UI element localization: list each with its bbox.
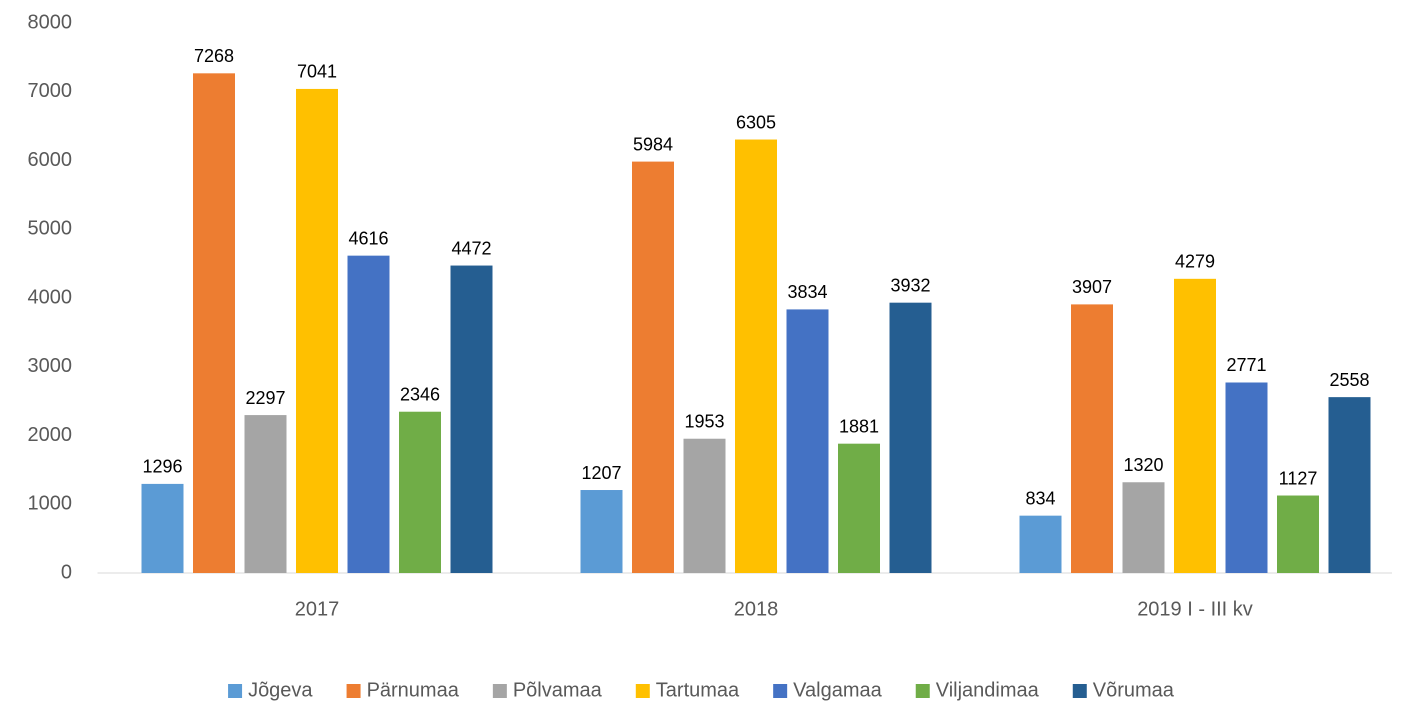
value-label: 1207 xyxy=(581,463,621,483)
y-tick-label: 3000 xyxy=(28,355,73,377)
bar xyxy=(141,483,184,573)
bar xyxy=(399,411,441,573)
legend-swatch xyxy=(635,684,650,698)
value-label: 3932 xyxy=(890,275,930,295)
bar xyxy=(632,161,674,573)
bar xyxy=(450,265,493,573)
y-tick-label: 0 xyxy=(61,561,72,583)
legend-swatch xyxy=(492,684,507,698)
legend-swatch xyxy=(1072,684,1087,698)
bar xyxy=(193,73,235,573)
value-label: 3834 xyxy=(787,282,827,302)
legend-swatch xyxy=(773,684,788,698)
legend-label: Pärnumaa xyxy=(367,679,460,701)
legend-swatch xyxy=(915,684,930,698)
value-label: 7041 xyxy=(297,62,337,82)
bar xyxy=(683,438,726,573)
value-label: 7268 xyxy=(194,46,234,66)
bar xyxy=(244,415,287,573)
bar xyxy=(1174,278,1216,573)
value-label: 2771 xyxy=(1226,355,1266,375)
legend-swatch xyxy=(346,684,361,698)
value-label: 2558 xyxy=(1329,370,1369,390)
legend-label: Põlvamaa xyxy=(513,679,603,701)
value-label: 3907 xyxy=(1072,277,1112,297)
value-label: 1320 xyxy=(1123,455,1163,475)
value-label: 5984 xyxy=(633,134,673,154)
value-label: 2297 xyxy=(245,388,285,408)
bar xyxy=(1071,304,1113,573)
legend-label: Tartumaa xyxy=(656,679,740,701)
y-tick-label: 8000 xyxy=(28,11,73,33)
y-tick-label: 1000 xyxy=(28,493,73,515)
bar xyxy=(1225,382,1268,573)
y-tick-label: 6000 xyxy=(28,149,73,171)
value-label: 1127 xyxy=(1279,468,1318,488)
y-tick-label: 2000 xyxy=(28,424,73,446)
bar xyxy=(838,443,880,573)
value-label: 834 xyxy=(1025,488,1055,508)
legend-label: Valgamaa xyxy=(793,679,882,701)
bar xyxy=(735,139,777,573)
y-tick-label: 7000 xyxy=(28,80,73,102)
bar xyxy=(1019,515,1062,573)
value-label: 6305 xyxy=(736,112,776,132)
value-label: 4472 xyxy=(451,238,491,258)
bar xyxy=(1122,482,1165,573)
value-label: 1296 xyxy=(142,457,182,477)
x-tick-label: 2017 xyxy=(295,598,340,620)
value-label: 4279 xyxy=(1175,252,1215,272)
value-label: 2346 xyxy=(400,384,440,404)
x-tick-label: 2019 I - III kv xyxy=(1137,598,1253,620)
legend-label: Jõgeva xyxy=(248,679,313,701)
legend-swatch xyxy=(228,684,243,698)
value-label: 1881 xyxy=(839,416,879,436)
bar xyxy=(786,309,829,573)
bar xyxy=(347,255,390,573)
x-tick-label: 2018 xyxy=(734,598,779,620)
value-label: 1953 xyxy=(684,411,724,431)
bar xyxy=(580,490,623,573)
bar xyxy=(296,88,338,574)
value-label: 4616 xyxy=(348,228,388,248)
bar xyxy=(1277,495,1319,573)
y-tick-label: 5000 xyxy=(28,218,73,240)
bar xyxy=(1328,397,1371,573)
bar xyxy=(889,302,932,573)
y-tick-label: 4000 xyxy=(28,286,73,308)
legend-label: Viljandimaa xyxy=(936,679,1040,701)
legend-label: Võrumaa xyxy=(1093,679,1175,701)
